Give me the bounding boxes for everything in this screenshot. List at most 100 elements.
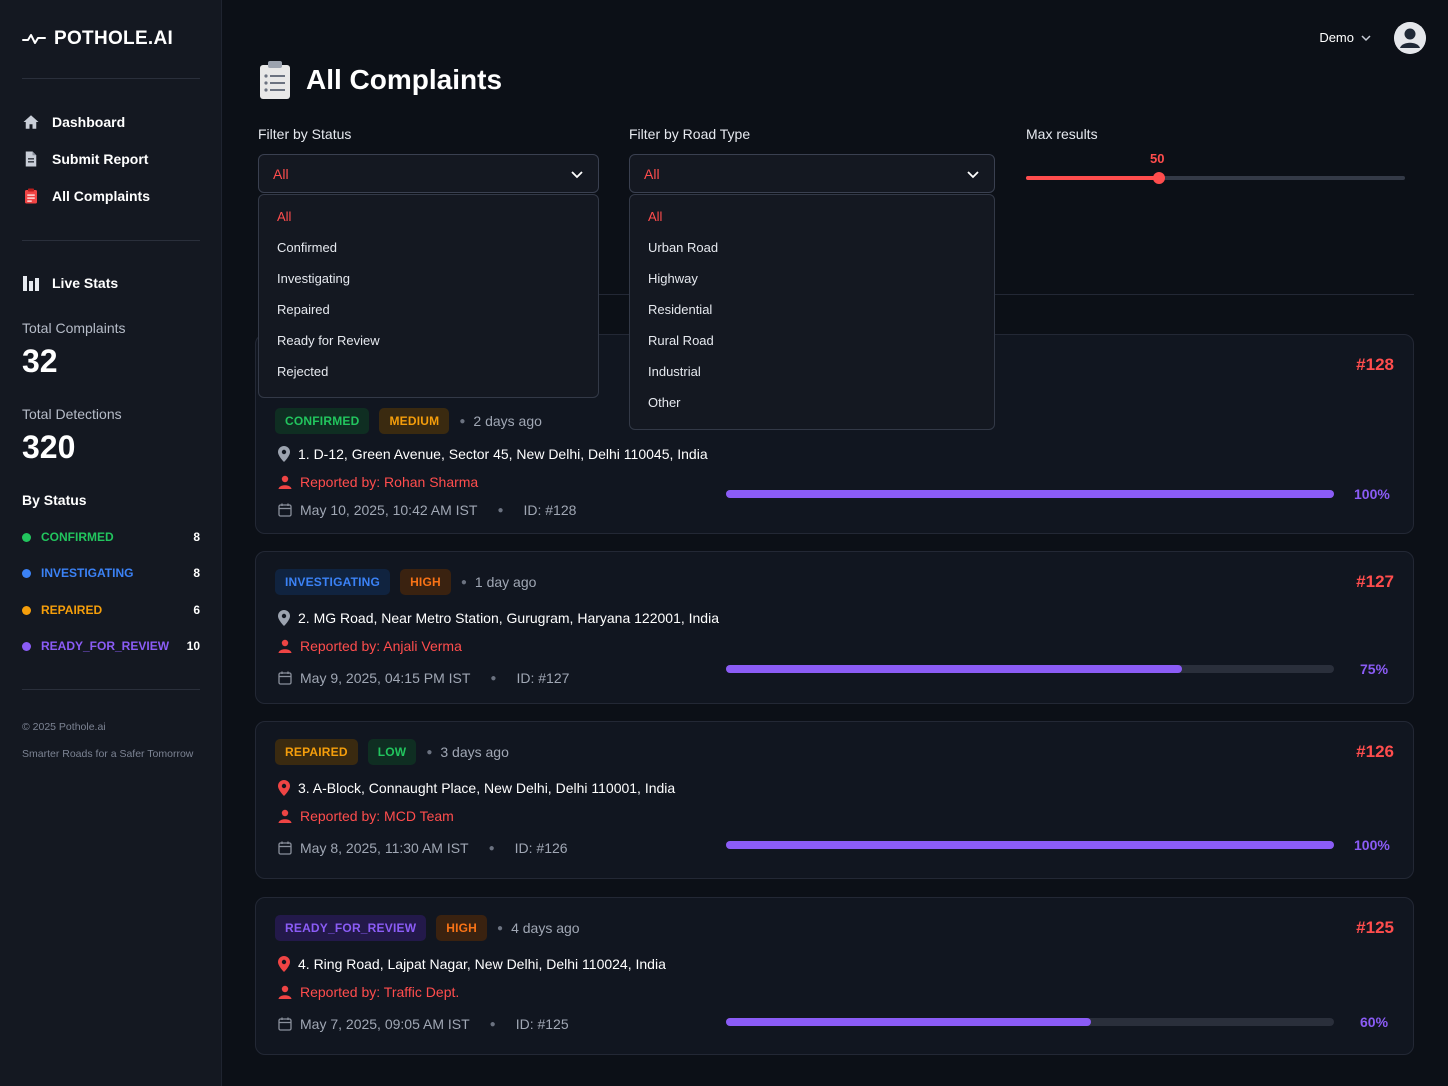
nav-all-complaints[interactable]: All Complaints <box>22 187 150 205</box>
time-ago: ● 2 days ago <box>459 413 542 429</box>
status-dot <box>22 605 31 615</box>
slider-thumb[interactable] <box>1152 172 1165 184</box>
road-option-highway[interactable]: Highway <box>648 271 698 286</box>
reporter-text: Reported by: Anjali Verma <box>300 638 462 654</box>
brand-name: POTHOLE.AI <box>54 28 174 49</box>
user-icon <box>1394 22 1426 54</box>
status-count: 8 <box>193 566 200 580</box>
time-ago-text: 4 days ago <box>511 920 580 936</box>
status-option-confirmed[interactable]: Confirmed <box>277 240 337 255</box>
user-menu[interactable]: Demo <box>1319 30 1372 45</box>
page-title-text: All Complaints <box>306 64 503 95</box>
progress-label: 100% <box>1354 837 1390 853</box>
complaint-badges: CONFIRMED MEDIUM ● 2 days ago <box>275 408 542 434</box>
complaint-reporter: Reported by: Traffic Dept. <box>278 984 459 1000</box>
brand[interactable]: POTHOLE.AI <box>22 28 173 50</box>
progress-label: 100% <box>1354 486 1390 502</box>
user-icon <box>278 985 292 999</box>
by-status-title: By Status <box>22 492 87 508</box>
bar-chart-icon <box>23 276 39 291</box>
complaint-card[interactable]: #126 REPAIRED LOW ● 3 days ago 3. A-Block… <box>255 721 1414 879</box>
road-filter-value: All <box>644 165 660 182</box>
status-option-all[interactable]: All <box>277 209 292 224</box>
sidebar-divider <box>22 689 200 690</box>
calendar-icon <box>278 841 292 855</box>
clipboard-icon <box>25 188 37 204</box>
id-text: ID: #126 <box>514 840 568 856</box>
road-option-all[interactable]: All <box>648 209 663 224</box>
bullet-separator: ● <box>460 576 467 588</box>
severity-badge: HIGH <box>436 915 488 941</box>
max-results-value: 50 <box>1150 151 1165 166</box>
status-row-investigating: INVESTIGATING 8 <box>22 566 200 580</box>
progress-fill <box>726 1018 1091 1026</box>
complaint-number: #127 <box>1356 572 1394 591</box>
status-dot <box>22 532 31 542</box>
total-detections-label: Total Detections <box>22 406 122 422</box>
id-text: ID: #125 <box>515 1016 569 1032</box>
status-option-repaired[interactable]: Repaired <box>277 302 330 317</box>
status-dot <box>22 641 31 651</box>
status-option-ready-for-review[interactable]: Ready for Review <box>277 333 380 348</box>
date-text: May 10, 2025, 10:42 AM IST <box>300 502 478 518</box>
location-pin-icon <box>278 780 290 796</box>
avatar[interactable] <box>1394 22 1426 54</box>
clipboard-icon <box>260 61 290 99</box>
complaint-meta: May 8, 2025, 11:30 AM IST ● ID: #126 <box>278 840 568 856</box>
bullet-separator: ● <box>497 922 504 934</box>
chevron-down-icon <box>967 170 979 178</box>
status-filter-value: All <box>273 165 289 182</box>
road-filter-label: Filter by Road Type <box>629 126 751 142</box>
calendar-icon <box>278 1017 292 1031</box>
road-filter-select[interactable]: All <box>629 154 995 193</box>
bullet-separator: ● <box>459 415 466 427</box>
complaint-address: 2. MG Road, Near Metro Station, Gurugram… <box>278 610 719 626</box>
nav-dashboard[interactable]: Dashboard <box>22 113 125 131</box>
status-option-investigating[interactable]: Investigating <box>277 271 350 286</box>
status-dropdown: All Confirmed Investigating Repaired Rea… <box>258 194 599 398</box>
progress-fill <box>726 841 1334 849</box>
complaint-badges: REPAIRED LOW ● 3 days ago <box>275 739 509 765</box>
progress-label: 75% <box>1360 661 1389 677</box>
bullet-separator: ● <box>490 672 497 684</box>
live-stats-label: Live Stats <box>52 275 119 291</box>
complaint-card[interactable]: #127 INVESTIGATING HIGH ● 1 day ago 2. MG… <box>255 551 1414 704</box>
time-ago: ● 3 days ago <box>426 744 509 760</box>
road-option-residential[interactable]: Residential <box>648 302 713 317</box>
id-text: ID: #128 <box>523 502 577 518</box>
page-title: All Complaints <box>258 60 502 100</box>
complaint-card[interactable]: #125 READY_FOR_REVIEW HIGH ● 4 days ago 4… <box>255 897 1414 1055</box>
user-icon <box>278 475 292 489</box>
calendar-icon <box>278 671 292 685</box>
nav-submit-report[interactable]: Submit Report <box>22 150 148 168</box>
total-complaints-value: 32 <box>22 343 58 379</box>
footer-copyright: © 2025 Pothole.ai <box>22 721 106 733</box>
calendar-icon <box>278 503 292 517</box>
complaint-reporter: Reported by: MCD Team <box>278 808 454 824</box>
id-text: ID: #127 <box>516 670 570 686</box>
status-row-ready-for-review: READY_FOR_REVIEW 10 <box>22 639 200 653</box>
address-text: 3. A-Block, Connaught Place, New Delhi, … <box>298 780 676 796</box>
road-option-other[interactable]: Other <box>648 395 681 410</box>
status-badge: READY_FOR_REVIEW <box>275 915 427 941</box>
severity-badge: MEDIUM <box>379 408 450 434</box>
status-label: READY_FOR_REVIEW <box>41 639 170 653</box>
road-option-rural-road[interactable]: Rural Road <box>648 333 714 348</box>
status-option-rejected[interactable]: Rejected <box>277 364 329 379</box>
max-results-slider[interactable] <box>1026 172 1405 184</box>
complaint-reporter: Reported by: Anjali Verma <box>278 638 462 654</box>
time-ago-text: 2 days ago <box>473 413 542 429</box>
time-ago: ● 4 days ago <box>497 920 580 936</box>
bullet-separator: ● <box>426 746 433 758</box>
road-option-industrial[interactable]: Industrial <box>648 364 701 379</box>
complaint-reporter: Reported by: Rohan Sharma <box>278 474 478 490</box>
user-name: Demo <box>1319 30 1354 45</box>
severity-badge: LOW <box>367 739 417 765</box>
status-filter-label: Filter by Status <box>258 126 352 142</box>
status-count: 10 <box>186 639 200 653</box>
location-pin-icon <box>278 446 290 462</box>
status-filter-select[interactable]: All <box>258 154 599 193</box>
road-option-urban-road[interactable]: Urban Road <box>648 240 719 255</box>
time-ago: ● 1 day ago <box>461 574 537 590</box>
road-dropdown: All Urban Road Highway Residential Rural… <box>629 194 995 430</box>
